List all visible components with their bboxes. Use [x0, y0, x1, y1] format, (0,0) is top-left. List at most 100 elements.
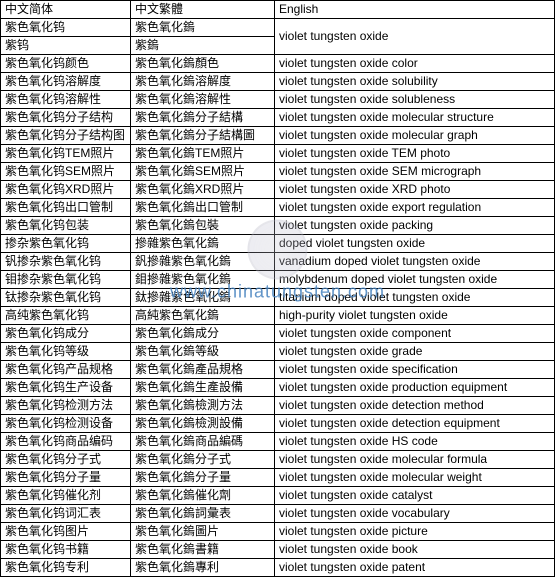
cell-english: high-purity violet tungsten oxide: [275, 307, 555, 325]
cell-english: violet tungsten oxide export regulation: [275, 199, 555, 217]
cell-simplified: 掺杂紫色氧化钨: [1, 235, 131, 253]
table-row: 紫色氧化钨紫色氧化鎢violet tungsten oxide: [1, 19, 555, 37]
cell-english: violet tungsten oxide detection equipmen…: [275, 415, 555, 433]
table-row: 紫色氧化钨包装紫色氧化鎢包裝violet tungsten oxide pack…: [1, 217, 555, 235]
cell-traditional: 紫色氧化鎢包裝: [131, 217, 275, 235]
cell-english: violet tungsten oxide packing: [275, 217, 555, 235]
header-col3: English: [275, 1, 555, 19]
table-row: 紫色氧化钨书籍紫色氧化鎢書籍violet tungsten oxide book: [1, 541, 555, 559]
cell-english: violet tungsten oxide solubleness: [275, 91, 555, 109]
cell-traditional: 紫色氧化鎢等級: [131, 343, 275, 361]
cell-english: violet tungsten oxide color: [275, 55, 555, 73]
cell-traditional: 摻雜紫色氧化鎢: [131, 235, 275, 253]
cell-traditional: 紫色氧化鎢分子式: [131, 451, 275, 469]
cell-english: violet tungsten oxide specification: [275, 361, 555, 379]
cell-simplified: 紫色氧化钨分子量: [1, 469, 131, 487]
table-row: 紫色氧化钨溶解度紫色氧化鎢溶解度violet tungsten oxide so…: [1, 73, 555, 91]
table-row: 紫色氧化钨颜色紫色氧化鎢顏色violet tungsten oxide colo…: [1, 55, 555, 73]
cell-traditional: 紫色氧化鎢溶解性: [131, 91, 275, 109]
table-row: 紫色氧化钨溶解性紫色氧化鎢溶解性violet tungsten oxide so…: [1, 91, 555, 109]
table-row: 紫色氧化钨词汇表紫色氧化鎢詞彙表violet tungsten oxide vo…: [1, 505, 555, 523]
cell-simplified: 紫色氧化钨词汇表: [1, 505, 131, 523]
table-row: 紫色氧化钨分子量紫色氧化鎢分子量violet tungsten oxide mo…: [1, 469, 555, 487]
cell-traditional: 紫色氧化鎢圖片: [131, 523, 275, 541]
table-row: 钼掺杂紫色氧化钨鉬摻雜紫色氧化鎢molybdenum doped violet …: [1, 271, 555, 289]
cell-traditional: 紫色氧化鎢產品規格: [131, 361, 275, 379]
table-row: 紫色氧化钨商品编码紫色氧化鎢商品編碼violet tungsten oxide …: [1, 433, 555, 451]
cell-simplified: 紫色氧化钨书籍: [1, 541, 131, 559]
cell-simplified: 紫色氧化钨检测设备: [1, 415, 131, 433]
cell-traditional: 紫色氧化鎢分子結構圖: [131, 127, 275, 145]
cell-simplified: 紫色氧化钨图片: [1, 523, 131, 541]
cell-traditional: 紫色氧化鎢生產設備: [131, 379, 275, 397]
cell-traditional: 紫色氧化鎢顏色: [131, 55, 275, 73]
table-row: 紫色氧化钨催化剂紫色氧化鎢催化劑violet tungsten oxide ca…: [1, 487, 555, 505]
table-row: 紫色氧化钨检测方法紫色氧化鎢檢測方法violet tungsten oxide …: [1, 397, 555, 415]
cell-simplified: 紫色氧化钨TEM照片: [1, 145, 131, 163]
table-row: 掺杂紫色氧化钨摻雜紫色氧化鎢doped violet tungsten oxid…: [1, 235, 555, 253]
table-body: 中文简体 中文繁體 English 紫色氧化钨紫色氧化鎢violet tungs…: [1, 1, 555, 577]
cell-traditional: 紫色氧化鎢催化劑: [131, 487, 275, 505]
cell-traditional: 紫色氧化鎢出口管制: [131, 199, 275, 217]
cell-traditional: 紫色氧化鎢詞彙表: [131, 505, 275, 523]
cell-traditional: 紫色氧化鎢成分: [131, 325, 275, 343]
cell-traditional: 鉬摻雜紫色氧化鎢: [131, 271, 275, 289]
cell-simplified: 紫色氧化钨: [1, 19, 131, 37]
cell-traditional: 紫色氧化鎢: [131, 19, 275, 37]
cell-english: molybdenum doped violet tungsten oxide: [275, 271, 555, 289]
cell-traditional: 紫色氧化鎢溶解度: [131, 73, 275, 91]
cell-simplified: 紫色氧化钨溶解性: [1, 91, 131, 109]
cell-traditional: 紫色氧化鎢XRD照片: [131, 181, 275, 199]
table-row: 紫色氧化钨生产设备紫色氧化鎢生產設備violet tungsten oxide …: [1, 379, 555, 397]
cell-traditional: 紫色氧化鎢TEM照片: [131, 145, 275, 163]
cell-simplified: 紫色氧化钨SEM照片: [1, 163, 131, 181]
cell-english: violet tungsten oxide production equipme…: [275, 379, 555, 397]
cell-english: violet tungsten oxide SEM micrograph: [275, 163, 555, 181]
cell-simplified: 紫色氧化钨等级: [1, 343, 131, 361]
cell-traditional: 紫色氧化鎢分子結構: [131, 109, 275, 127]
table-row: 紫色氧化钨等级紫色氧化鎢等級violet tungsten oxide grad…: [1, 343, 555, 361]
cell-english: violet tungsten oxide book: [275, 541, 555, 559]
cell-traditional: 鈦摻雜紫色氧化鎢: [131, 289, 275, 307]
cell-simplified: 高纯紫色氧化钨: [1, 307, 131, 325]
table-row: 紫色氧化钨检测设备紫色氧化鎢檢測設備violet tungsten oxide …: [1, 415, 555, 433]
cell-simplified: 紫色氧化钨商品编码: [1, 433, 131, 451]
cell-english: violet tungsten oxide XRD photo: [275, 181, 555, 199]
cell-traditional: 紫色氧化鎢檢測設備: [131, 415, 275, 433]
cell-simplified: 紫色氧化钨分子式: [1, 451, 131, 469]
cell-simplified: 紫色氧化钨溶解度: [1, 73, 131, 91]
cell-traditional: 紫色氧化鎢SEM照片: [131, 163, 275, 181]
table-row: 紫色氧化钨TEM照片紫色氧化鎢TEM照片violet tungsten oxid…: [1, 145, 555, 163]
table-row: 紫色氧化钨专利紫色氧化鎢專利violet tungsten oxide pate…: [1, 559, 555, 577]
cell-english: doped violet tungsten oxide: [275, 235, 555, 253]
cell-english: violet tungsten oxide picture: [275, 523, 555, 541]
table-row: 钛掺杂紫色氧化钨鈦摻雜紫色氧化鎢titanium doped violet tu…: [1, 289, 555, 307]
cell-simplified: 紫色氧化钨分子结构图: [1, 127, 131, 145]
cell-simplified: 紫色氧化钨成分: [1, 325, 131, 343]
table-row: 紫色氧化钨图片紫色氧化鎢圖片violet tungsten oxide pict…: [1, 523, 555, 541]
cell-traditional: 紫色氧化鎢專利: [131, 559, 275, 577]
table-row: 紫色氧化钨产品规格紫色氧化鎢產品規格violet tungsten oxide …: [1, 361, 555, 379]
cell-simplified: 紫色氧化钨检测方法: [1, 397, 131, 415]
header-row: 中文简体 中文繁體 English: [1, 1, 555, 19]
cell-english: violet tungsten oxide vocabulary: [275, 505, 555, 523]
cell-english: violet tungsten oxide HS code: [275, 433, 555, 451]
cell-traditional: 紫色氧化鎢檢測方法: [131, 397, 275, 415]
cell-simplified: 紫色氧化钨XRD照片: [1, 181, 131, 199]
cell-simplified: 紫色氧化钨专利: [1, 559, 131, 577]
cell-english: violet tungsten oxide molecular weight: [275, 469, 555, 487]
table-row: 紫色氧化钨出口管制紫色氧化鎢出口管制violet tungsten oxide …: [1, 199, 555, 217]
cell-english: violet tungsten oxide catalyst: [275, 487, 555, 505]
cell-simplified: 紫色氧化钨颜色: [1, 55, 131, 73]
glossary-table: 中文简体 中文繁體 English 紫色氧化钨紫色氧化鎢violet tungs…: [0, 0, 555, 577]
cell-english: violet tungsten oxide solubility: [275, 73, 555, 91]
table-row: 紫色氧化钨分子式紫色氧化鎢分子式violet tungsten oxide mo…: [1, 451, 555, 469]
cell-simplified: 紫色氧化钨出口管制: [1, 199, 131, 217]
cell-traditional: 高純紫色氧化鎢: [131, 307, 275, 325]
cell-simplified: 紫色氧化钨分子结构: [1, 109, 131, 127]
cell-english: violet tungsten oxide molecular structur…: [275, 109, 555, 127]
cell-english: violet tungsten oxide TEM photo: [275, 145, 555, 163]
cell-english: violet tungsten oxide molecular formula: [275, 451, 555, 469]
header-col2: 中文繁體: [131, 1, 275, 19]
cell-simplified: 紫色氧化钨催化剂: [1, 487, 131, 505]
